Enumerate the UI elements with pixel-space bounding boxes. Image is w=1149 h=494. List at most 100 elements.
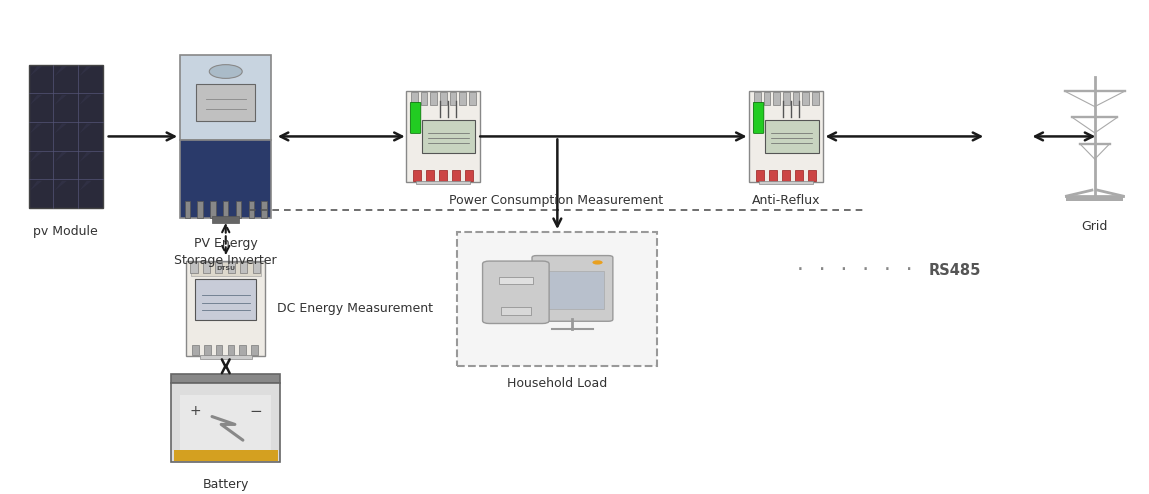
Polygon shape — [30, 95, 43, 105]
FancyBboxPatch shape — [29, 65, 102, 208]
FancyBboxPatch shape — [795, 170, 803, 181]
Bar — [239, 345, 246, 355]
FancyBboxPatch shape — [793, 92, 800, 105]
Bar — [252, 345, 259, 355]
Bar — [192, 345, 199, 355]
Circle shape — [209, 65, 242, 79]
FancyBboxPatch shape — [180, 395, 271, 451]
FancyBboxPatch shape — [808, 170, 816, 181]
Bar — [1066, 196, 1123, 201]
Bar — [223, 202, 229, 217]
Bar — [253, 262, 260, 273]
Polygon shape — [30, 181, 43, 191]
FancyBboxPatch shape — [756, 170, 764, 181]
Text: DTSU: DTSU — [216, 266, 236, 271]
Text: Grid: Grid — [1081, 220, 1108, 233]
FancyBboxPatch shape — [773, 92, 780, 105]
Text: Battery: Battery — [202, 478, 249, 491]
Polygon shape — [79, 152, 92, 162]
Bar — [228, 345, 234, 355]
Bar — [198, 202, 203, 217]
Text: PV Energy
Storage Inverter: PV Energy Storage Inverter — [175, 237, 277, 267]
FancyBboxPatch shape — [410, 102, 421, 133]
Polygon shape — [79, 95, 92, 105]
FancyBboxPatch shape — [171, 383, 280, 462]
Bar — [203, 345, 210, 355]
Bar — [262, 202, 267, 217]
FancyBboxPatch shape — [191, 262, 261, 276]
FancyBboxPatch shape — [749, 91, 823, 181]
FancyBboxPatch shape — [440, 92, 447, 105]
Text: DC Energy Measurement: DC Energy Measurement — [277, 302, 433, 315]
Bar — [240, 262, 247, 273]
FancyBboxPatch shape — [457, 232, 657, 366]
FancyBboxPatch shape — [754, 102, 764, 133]
FancyBboxPatch shape — [407, 91, 479, 181]
FancyBboxPatch shape — [782, 170, 791, 181]
FancyBboxPatch shape — [769, 170, 777, 181]
FancyBboxPatch shape — [764, 120, 818, 153]
FancyBboxPatch shape — [439, 170, 447, 181]
Bar — [171, 374, 280, 383]
FancyBboxPatch shape — [421, 92, 427, 105]
Bar — [416, 181, 470, 184]
FancyBboxPatch shape — [180, 140, 271, 217]
Polygon shape — [54, 181, 67, 191]
Bar — [200, 355, 252, 360]
FancyBboxPatch shape — [784, 92, 789, 105]
FancyBboxPatch shape — [532, 255, 612, 321]
FancyBboxPatch shape — [483, 261, 549, 324]
Polygon shape — [79, 181, 92, 191]
FancyBboxPatch shape — [449, 92, 456, 105]
FancyBboxPatch shape — [186, 261, 265, 356]
Polygon shape — [54, 152, 67, 162]
Polygon shape — [54, 66, 67, 76]
FancyBboxPatch shape — [195, 280, 256, 321]
Bar — [210, 202, 216, 217]
FancyBboxPatch shape — [802, 92, 809, 105]
FancyBboxPatch shape — [180, 55, 271, 140]
Bar — [185, 202, 190, 217]
Bar — [190, 262, 198, 273]
Bar — [173, 450, 278, 461]
FancyBboxPatch shape — [452, 170, 460, 181]
FancyBboxPatch shape — [196, 83, 255, 121]
Polygon shape — [54, 95, 67, 105]
Text: Power Consumption Measurement: Power Consumption Measurement — [449, 194, 663, 206]
Text: RS485: RS485 — [930, 263, 981, 278]
Polygon shape — [30, 152, 43, 162]
Circle shape — [593, 260, 603, 265]
Text: Anti-Reflux: Anti-Reflux — [751, 194, 820, 206]
FancyBboxPatch shape — [426, 170, 434, 181]
Bar — [758, 181, 813, 184]
Bar — [202, 262, 210, 273]
Bar — [216, 345, 223, 355]
Bar — [248, 202, 254, 217]
Polygon shape — [79, 66, 92, 76]
FancyBboxPatch shape — [412, 170, 421, 181]
Bar — [215, 262, 223, 273]
Polygon shape — [54, 124, 67, 133]
FancyBboxPatch shape — [754, 92, 761, 105]
FancyBboxPatch shape — [764, 92, 770, 105]
Text: −: − — [249, 404, 262, 418]
Text: · · · · · ·: · · · · · · — [795, 261, 915, 279]
Text: +: + — [190, 404, 201, 418]
FancyBboxPatch shape — [812, 92, 819, 105]
FancyBboxPatch shape — [465, 170, 473, 181]
FancyBboxPatch shape — [411, 92, 417, 105]
Text: pv Module: pv Module — [33, 225, 98, 238]
Polygon shape — [30, 66, 43, 76]
Polygon shape — [79, 124, 92, 133]
Bar — [213, 216, 239, 223]
Bar — [236, 202, 241, 217]
FancyBboxPatch shape — [541, 271, 603, 309]
FancyBboxPatch shape — [469, 92, 476, 105]
FancyBboxPatch shape — [422, 120, 476, 153]
Text: Household Load: Household Load — [507, 377, 608, 390]
FancyBboxPatch shape — [430, 92, 437, 105]
Bar — [501, 307, 531, 315]
Polygon shape — [30, 124, 43, 133]
Bar — [228, 262, 234, 273]
FancyBboxPatch shape — [460, 92, 466, 105]
